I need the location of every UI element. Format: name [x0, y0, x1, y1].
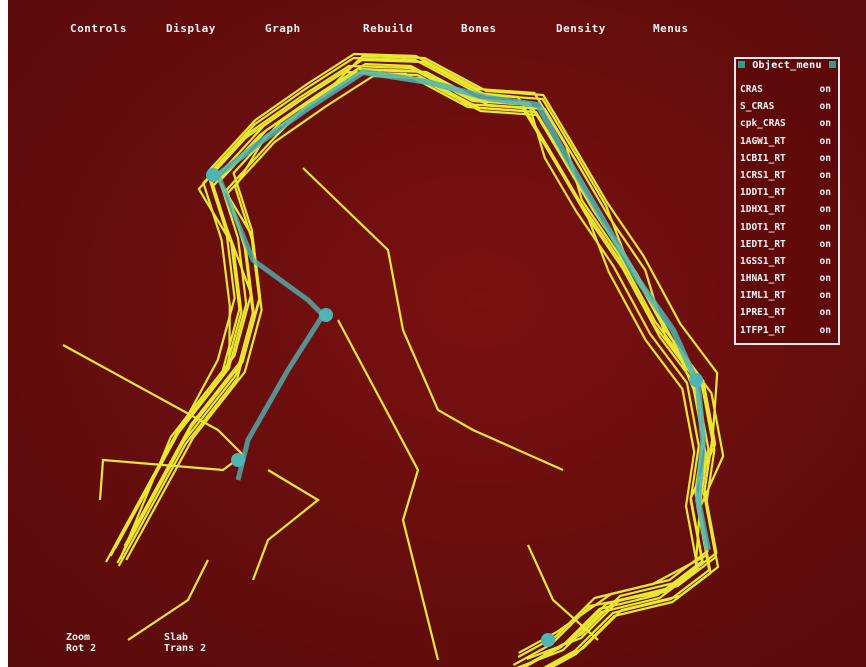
- object-menu-panel: Object_menu CRAS on S_CRAS on cpk_CRAS on 1AGW…: [734, 57, 840, 345]
- object-menu-corner-icon[interactable]: [738, 61, 745, 68]
- object-state-toggle[interactable]: on: [819, 324, 831, 336]
- object-menu-item[interactable]: 1DDT1_RT on: [736, 184, 838, 201]
- object-menu-item[interactable]: cpk_CRAS on: [736, 115, 838, 132]
- object-name: cpk_CRAS: [740, 118, 786, 130]
- menu-menus[interactable]: Menus: [653, 22, 689, 35]
- trace-strand: [123, 58, 717, 661]
- object-state-toggle[interactable]: on: [819, 84, 831, 95]
- menu-display[interactable]: Display: [166, 22, 216, 35]
- object-menu-item[interactable]: 1DHX1_RT on: [736, 201, 838, 218]
- object-state-toggle[interactable]: on: [819, 238, 831, 250]
- trace-strand: [114, 52, 709, 654]
- rot-label[interactable]: Rot 2: [66, 643, 97, 654]
- atom-marker: [319, 308, 333, 322]
- side-chain: [526, 544, 599, 641]
- object-name: 1TFP1_RT: [740, 324, 786, 336]
- alpha-carbon-trace: [62, 52, 725, 667]
- trace-strand: [123, 54, 719, 656]
- object-name: 1EDT1_RT: [740, 238, 786, 250]
- object-state-toggle[interactable]: on: [819, 273, 831, 285]
- object-name: 1PRE1_RT: [740, 307, 786, 319]
- menu-rebuild[interactable]: Rebuild: [363, 22, 413, 35]
- object-menu-item[interactable]: 1AGW1_RT on: [736, 133, 838, 150]
- object-menu-item[interactable]: 1CRS1_RT on: [736, 167, 838, 184]
- trace-strand: [125, 68, 720, 667]
- menu-graph[interactable]: Graph: [265, 22, 301, 35]
- graphics-viewport[interactable]: Controls Display Graph Rebuild Bones Den…: [8, 0, 866, 667]
- side-chain: [251, 469, 320, 581]
- atom-marker: [541, 633, 555, 647]
- trace-strand: [117, 74, 725, 667]
- status-readout: Zoom Slab Rot 2 Trans 2: [66, 632, 206, 654]
- menu-bar: Controls Display Graph Rebuild Bones Den…: [8, 22, 866, 42]
- object-state-toggle[interactable]: on: [819, 221, 831, 233]
- object-menu-corner-icon[interactable]: [829, 61, 836, 68]
- atom-marker: [231, 453, 245, 467]
- object-state-toggle[interactable]: on: [819, 307, 831, 319]
- trace-strand: [116, 71, 711, 667]
- atom-marker: [689, 373, 703, 387]
- atom-marker: [206, 168, 220, 182]
- object-menu-item[interactable]: S_CRAS on: [736, 98, 838, 115]
- object-menu-item[interactable]: 1GSS1_RT on: [736, 253, 838, 270]
- object-name: 1HNA1_RT: [740, 273, 786, 285]
- object-name: 1DOT1_RT: [740, 221, 786, 233]
- object-name: CRAS: [740, 84, 763, 95]
- object-name: 1GSS1_RT: [740, 255, 786, 267]
- object-menu-item[interactable]: 1CBI1_RT on: [736, 150, 838, 167]
- object-state-toggle[interactable]: on: [819, 204, 831, 216]
- reference-strand: [216, 69, 711, 551]
- object-state-toggle[interactable]: on: [819, 169, 831, 181]
- object-state-toggle[interactable]: on: [819, 135, 831, 147]
- side-chain: [337, 319, 440, 661]
- slab-label[interactable]: Slab: [164, 632, 189, 643]
- object-menu-item[interactable]: 1HNA1_RT on: [736, 270, 838, 287]
- object-menu-item[interactable]: 1EDT1_RT on: [736, 236, 838, 253]
- object-name: 1IML1_RT: [740, 290, 786, 302]
- trace-strand: [105, 70, 699, 667]
- object-menu-title: Object_menu: [752, 60, 822, 71]
- object-menu-list: CRAS on S_CRAS on cpk_CRAS on 1AGW1_RT on 1CBI1_…: [736, 81, 838, 339]
- menu-controls[interactable]: Controls: [70, 22, 127, 35]
- object-name: S_CRAS: [740, 101, 775, 113]
- object-state-toggle[interactable]: on: [819, 290, 831, 302]
- object-menu-item[interactable]: 1DOT1_RT on: [736, 219, 838, 236]
- object-name: 1CRS1_RT: [740, 169, 786, 181]
- object-name: 1CBI1_RT: [740, 152, 786, 164]
- object-name: 1DHX1_RT: [740, 204, 786, 216]
- object-menu-item[interactable]: CRAS on: [736, 81, 838, 98]
- object-state-toggle[interactable]: on: [819, 255, 831, 267]
- menu-density[interactable]: Density: [556, 22, 606, 35]
- object-menu-item[interactable]: 1IML1_RT on: [736, 287, 838, 304]
- object-state-toggle[interactable]: on: [819, 152, 831, 164]
- object-state-toggle[interactable]: on: [819, 187, 831, 199]
- side-chain: [302, 167, 564, 472]
- object-name: 1AGW1_RT: [740, 135, 786, 147]
- object-state-toggle[interactable]: on: [819, 118, 831, 130]
- zoom-label[interactable]: Zoom: [66, 632, 91, 643]
- trans-label[interactable]: Trans 2: [164, 643, 207, 654]
- side-chain: [127, 559, 209, 641]
- menu-bones[interactable]: Bones: [461, 22, 497, 35]
- trace-strand: [119, 67, 710, 667]
- object-state-toggle[interactable]: on: [819, 101, 831, 113]
- object-name: 1DDT1_RT: [740, 187, 786, 199]
- object-menu-item[interactable]: 1TFP1_RT on: [736, 322, 838, 339]
- object-menu-item[interactable]: 1PRE1_RT on: [736, 304, 838, 321]
